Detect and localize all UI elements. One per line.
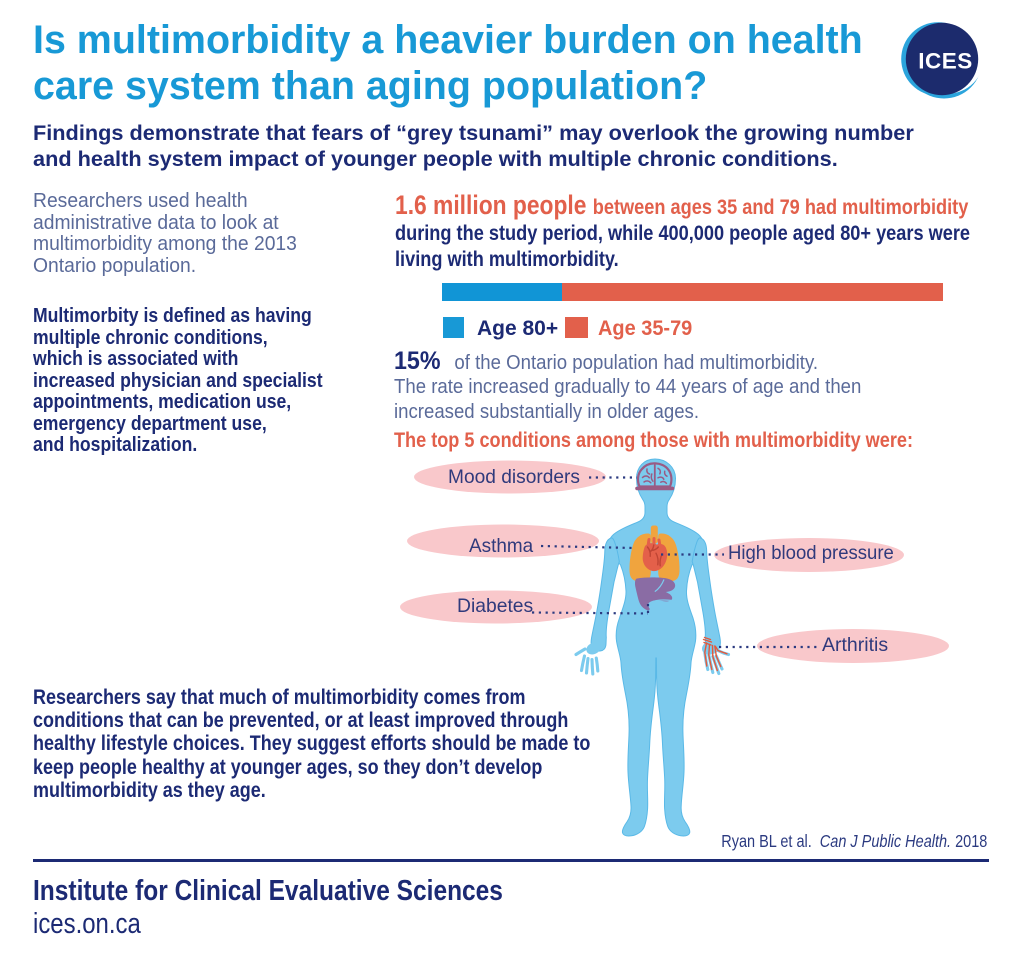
svg-text:ICES: ICES <box>918 49 973 74</box>
